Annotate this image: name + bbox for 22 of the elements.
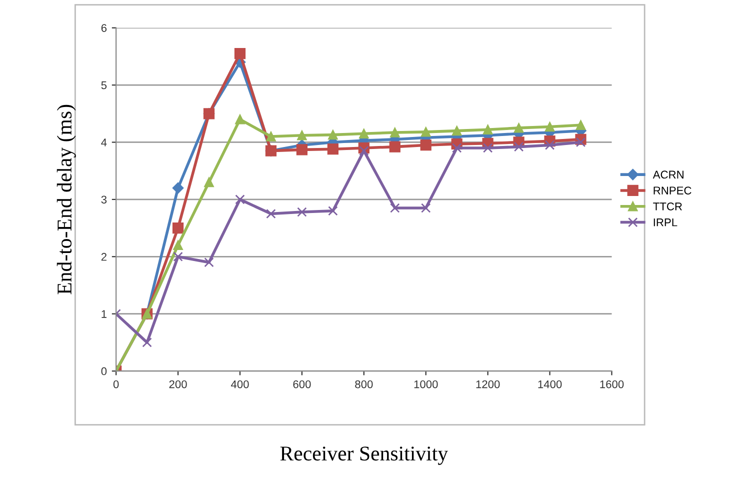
x-axis-title: Receiver Sensitivity xyxy=(280,446,448,465)
y-tick-label: 6 xyxy=(101,24,107,32)
x-tick-label: 600 xyxy=(293,380,311,388)
y-tick-label: 0 xyxy=(101,367,107,376)
x-tick-label: 200 xyxy=(169,380,187,388)
x-tick-label: 0 xyxy=(113,380,119,388)
x-tick-label: 1000 xyxy=(414,380,438,388)
y-tick-label: 4 xyxy=(101,138,107,146)
y-tick-label: 1 xyxy=(102,310,106,318)
x-tick-label: 1600 xyxy=(600,380,624,388)
x-tick-label: 1200 xyxy=(476,380,500,388)
x-tick-label: 1400 xyxy=(538,380,562,388)
y-tick-label: 2 xyxy=(101,252,106,261)
y-tick-label: 3 xyxy=(101,196,107,204)
legend-label: IRPL xyxy=(654,218,678,226)
y-tick-label: 5 xyxy=(101,81,107,90)
x-tick-label: 400 xyxy=(230,380,249,388)
x-tick-label: 800 xyxy=(355,380,373,388)
legend-label: RNPEC xyxy=(654,186,692,194)
legend-label: ACRN xyxy=(652,170,684,179)
legend-label: TTCR xyxy=(653,202,682,210)
y-axis-title: End-to-End delay (ms) xyxy=(56,104,76,294)
